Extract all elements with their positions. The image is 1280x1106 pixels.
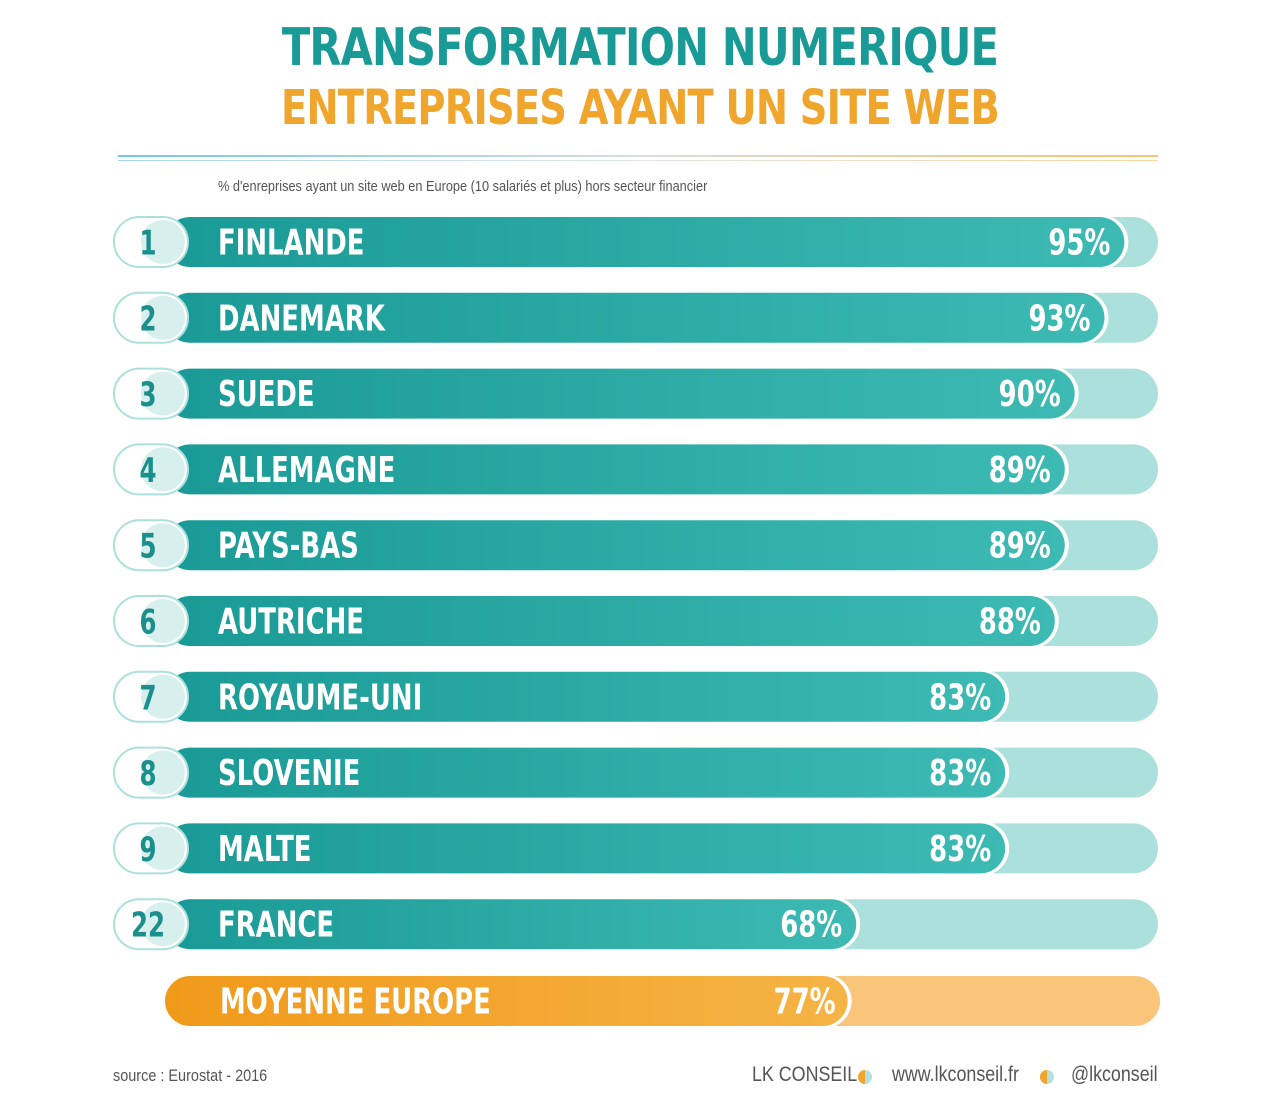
- bar: [165, 747, 1006, 798]
- header-divider: [118, 155, 1158, 157]
- brand-dot-icon: [858, 1070, 872, 1084]
- value-label: 90%: [999, 374, 1061, 415]
- rank-pill-accent: [141, 220, 185, 264]
- average-row: MOYENNE EUROPE 77%: [161, 974, 1160, 1028]
- value-label: 83%: [929, 753, 991, 794]
- rank-label: 2: [139, 299, 156, 338]
- page-title: TRANSFORMATION NUMERIQUE: [281, 18, 999, 78]
- category-label: DANEMARK: [218, 298, 386, 339]
- rank-label: 8: [139, 754, 156, 793]
- bar: [165, 444, 1065, 495]
- rank-label: 4: [139, 451, 156, 490]
- bar-row-5: 5 PAYS-BAS 89%: [113, 518, 1158, 573]
- category-label: FRANCE: [218, 905, 334, 946]
- rank-label: 7: [139, 678, 156, 717]
- chart-description: % d'enreprises ayant un site web en Euro…: [218, 178, 708, 195]
- bar-row-2: 2 DANEMARK 93%: [113, 290, 1158, 345]
- bar-row-8: 8 SLOVENIE 83%: [113, 745, 1158, 800]
- page-subtitle: ENTREPRISES AYANT UN SITE WEB: [281, 80, 1000, 136]
- rank-pill-accent: [141, 826, 185, 871]
- bar: [165, 368, 1075, 419]
- social-handle[interactable]: @lkconseil: [1071, 1063, 1158, 1086]
- category-label: SUEDE: [218, 374, 315, 415]
- value-label: 89%: [989, 450, 1051, 491]
- value-label: 93%: [1028, 298, 1090, 339]
- bar-row-10: 22 FRANCE 68%: [113, 897, 1158, 952]
- bar-row-3: 3 SUEDE 90%: [113, 366, 1158, 421]
- bar-row-1: 1 FINLANDE 95%: [113, 215, 1158, 269]
- rank-pill-accent: [141, 371, 185, 416]
- rank-pill-accent: [141, 902, 185, 947]
- bar: [165, 671, 1006, 722]
- brand-dot-icon-2: [1040, 1070, 1054, 1084]
- rank-label: 5: [139, 527, 156, 566]
- rank-label: 22: [131, 906, 165, 945]
- bar: [165, 823, 1006, 874]
- value-label: 95%: [1048, 222, 1110, 263]
- rank-pill-accent: [141, 599, 185, 643]
- rank-pill-accent: [141, 295, 185, 340]
- value-label: 68%: [780, 905, 842, 946]
- bar: [165, 596, 1055, 646]
- rank-label: 1: [139, 223, 156, 262]
- value-label: 83%: [929, 829, 991, 870]
- bar-row-6: 6 AUTRICHE 88%: [113, 594, 1158, 648]
- bar-row-4: 4 ALLEMAGNE 89%: [113, 442, 1158, 497]
- source-note: source : Eurostat - 2016: [113, 1066, 268, 1085]
- rank-label: 9: [139, 830, 156, 869]
- brand-name: LK CONSEIL: [752, 1063, 858, 1086]
- category-label: AUTRICHE: [218, 601, 364, 642]
- bar: [165, 899, 857, 950]
- average-bar: [165, 976, 848, 1026]
- category-label: ROYAUME-UNI: [218, 677, 422, 718]
- category-label: PAYS-BAS: [218, 526, 359, 567]
- website-link[interactable]: www.lkconseil.fr: [892, 1063, 1019, 1086]
- category-label: ALLEMAGNE: [218, 450, 395, 491]
- category-label: SLOVENIE: [218, 753, 360, 794]
- value-label: 88%: [979, 601, 1041, 642]
- rank-pill-accent: [141, 674, 185, 719]
- bar: [165, 217, 1125, 267]
- bar: [165, 520, 1065, 571]
- bar: [165, 292, 1105, 343]
- rank-label: 3: [139, 375, 156, 414]
- category-label: MALTE: [218, 829, 311, 870]
- average-value-label: 77%: [774, 981, 836, 1022]
- rank-label: 6: [139, 602, 156, 641]
- bar-row-9: 9 MALTE 83%: [113, 821, 1158, 876]
- value-label: 89%: [989, 526, 1051, 567]
- value-label: 83%: [929, 677, 991, 718]
- bar-row-7: 7 ROYAUME-UNI 83%: [113, 669, 1158, 724]
- category-label: FINLANDE: [218, 222, 365, 263]
- rank-pill-accent: [141, 750, 185, 795]
- header-divider-thin: [118, 160, 1158, 161]
- rank-pill-accent: [141, 447, 185, 492]
- average-label: MOYENNE EUROPE: [220, 981, 491, 1022]
- rank-pill-accent: [141, 523, 185, 568]
